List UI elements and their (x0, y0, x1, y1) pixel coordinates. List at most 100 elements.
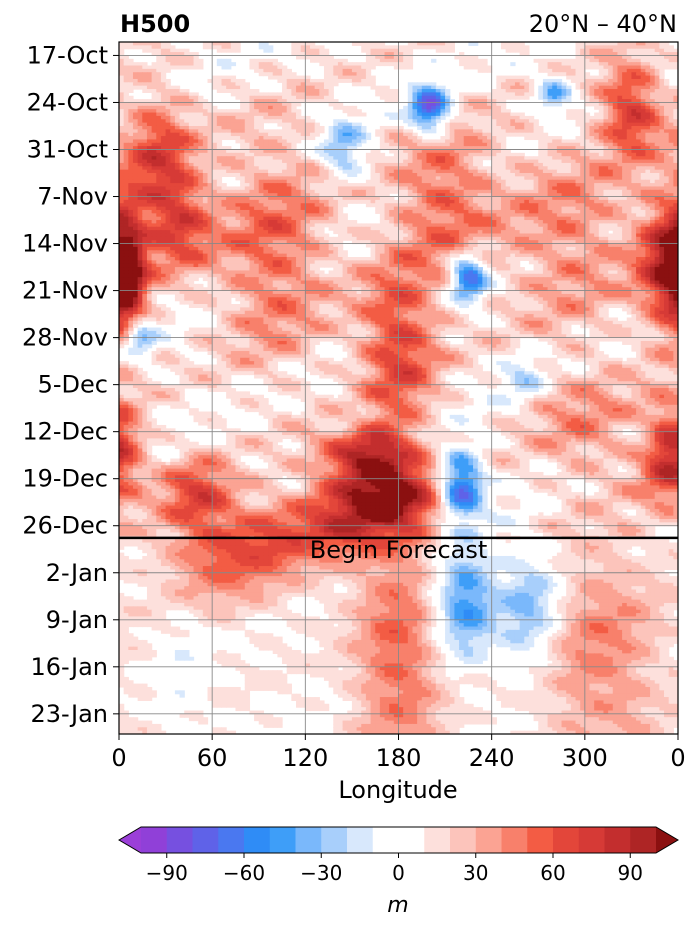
field-cell (170, 66, 175, 70)
field-cell (259, 72, 264, 76)
field-cell (128, 45, 133, 49)
field-cell (669, 66, 674, 70)
field-cell (124, 45, 129, 49)
field-cell (194, 66, 199, 70)
field-cell (324, 156, 329, 160)
field-cell (221, 173, 226, 177)
field-cell (235, 176, 240, 180)
field-cell (217, 62, 222, 66)
field-cell (371, 86, 376, 90)
field-cell (426, 45, 431, 49)
field-cell (361, 200, 366, 204)
field-cell (319, 153, 324, 157)
field-cell (431, 59, 436, 63)
field-cell (473, 66, 478, 70)
field-cell (534, 59, 539, 63)
field-cell (296, 139, 301, 143)
field-cell (296, 102, 301, 106)
field-cell (529, 92, 534, 96)
field-cell (482, 156, 487, 160)
field-cell (235, 139, 240, 143)
field-cell (571, 116, 576, 120)
field-cell (510, 62, 515, 66)
field-cell (226, 136, 231, 140)
field-cell (552, 72, 557, 76)
field-cell (571, 79, 576, 83)
field-cell (166, 69, 171, 73)
field-cell (482, 69, 487, 73)
field-cell (203, 45, 208, 49)
field-cell (478, 69, 483, 73)
field-cell (408, 123, 413, 127)
field-cell (576, 86, 581, 90)
field-cell (417, 126, 422, 130)
field-cell (506, 49, 511, 53)
field-cell (548, 102, 553, 106)
field-cell (375, 62, 380, 66)
field-cell (231, 49, 236, 53)
field-cell (231, 92, 236, 96)
field-cell (468, 66, 473, 70)
field-cell (399, 116, 404, 120)
field-cell (343, 170, 348, 174)
field-cell (357, 170, 362, 174)
field-cell (319, 129, 324, 133)
field-cell (357, 113, 362, 117)
field-cell (268, 119, 273, 123)
field-cell (440, 49, 445, 53)
field-cell (221, 136, 226, 140)
field-cell (268, 49, 273, 53)
field-cell (226, 173, 231, 177)
field-cell (277, 123, 282, 127)
field-cell (357, 82, 362, 86)
field-cell (552, 102, 557, 106)
field-cell (347, 200, 352, 204)
field-cell (371, 66, 376, 70)
field-cell (543, 102, 548, 106)
field-cell (371, 203, 376, 207)
field-cell (352, 173, 357, 177)
field-cell (562, 72, 567, 76)
field-cell (524, 96, 529, 100)
field-cell (142, 89, 147, 93)
field-cell (147, 89, 152, 93)
field-cell (436, 49, 441, 53)
field-cell (566, 76, 571, 80)
field-cell (235, 96, 240, 100)
field-cell (431, 129, 436, 133)
field-cell (347, 79, 352, 83)
field-cell (515, 133, 520, 137)
field-cell (305, 136, 310, 140)
field-cell (319, 62, 324, 66)
field-cell (557, 102, 562, 106)
field-cell (408, 66, 413, 70)
field-cell (361, 139, 366, 143)
field-cell (221, 49, 226, 53)
field-cell (538, 96, 543, 100)
field-cell (310, 59, 315, 63)
field-cell (133, 86, 138, 90)
field-cell (506, 96, 511, 100)
field-cell (389, 62, 394, 66)
field-cell (263, 119, 268, 123)
field-cell (231, 173, 236, 177)
field-cell (426, 129, 431, 133)
field-cell (515, 96, 520, 100)
field-cell (445, 113, 450, 117)
field-cell (389, 190, 394, 194)
field-cell (361, 82, 366, 86)
field-cell (361, 49, 366, 53)
field-cell (520, 96, 525, 100)
field-cell (380, 62, 385, 66)
field-cell (389, 150, 394, 154)
field-cell (221, 66, 226, 70)
field-cell (454, 55, 459, 59)
field-cell (543, 69, 548, 73)
field-cell (534, 136, 539, 140)
field-cell (440, 116, 445, 120)
field-cell (366, 203, 371, 207)
field-cell (548, 72, 553, 76)
field-cell (226, 89, 231, 93)
field-cell (263, 72, 268, 76)
field-cell (412, 123, 417, 127)
